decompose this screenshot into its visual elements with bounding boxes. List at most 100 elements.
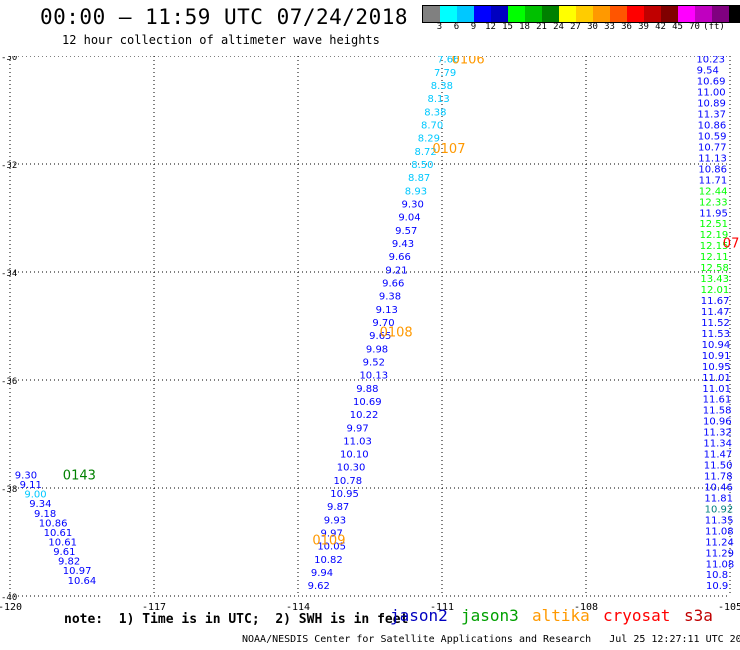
color-scale-label: 70	[689, 22, 700, 32]
legend-entry-jason3: jason3	[461, 606, 519, 625]
wave-height-value: 9.97	[321, 529, 343, 540]
wave-height-value: 9.43	[392, 239, 414, 250]
wave-height-value: 11.01	[702, 384, 731, 395]
wave-height-value: 11.03	[343, 436, 372, 447]
wave-height-value: 8.50	[411, 160, 433, 171]
legend-entry-s3a: s3a	[684, 606, 713, 625]
color-swatch	[661, 6, 678, 22]
color-scale-bar	[422, 5, 740, 23]
wave-height-value: 9.65	[369, 331, 391, 342]
wave-height-value: 10.77	[698, 142, 727, 153]
map-title: 00:00 – 11:59 UTC 07/24/2018	[40, 5, 409, 29]
wave-height-value: 10.9	[706, 581, 728, 592]
color-scale-label: 33	[604, 22, 615, 32]
wave-height-value: 12.33	[699, 197, 728, 208]
lon-tick-label: -117	[142, 602, 166, 613]
color-scale-label: 12	[485, 22, 496, 32]
wave-height-value: 7.79	[434, 68, 456, 79]
wave-height-value: 11.08	[706, 559, 735, 570]
wave-height-value: 10.22	[350, 410, 379, 421]
lon-tick-label: -108	[574, 602, 598, 613]
color-swatch	[644, 6, 661, 22]
wave-height-value: 9.66	[382, 278, 404, 289]
wave-height-value: 9.62	[308, 581, 330, 592]
credit-line: NOAA/NESDIS Center for Satellite Applica…	[242, 634, 740, 645]
wave-height-value: 10.92	[705, 504, 734, 515]
wave-height-value: 9.93	[324, 515, 346, 526]
color-swatch	[712, 6, 729, 22]
wave-height-value: 11.00	[697, 88, 726, 99]
wave-height-value: 9.54	[697, 66, 719, 77]
color-scale-label: 3	[436, 22, 443, 32]
color-scale-label: 27	[570, 22, 581, 32]
wave-height-value: 10.86	[698, 164, 727, 175]
color-swatch	[440, 6, 457, 22]
wave-height-value: 11.35	[705, 515, 734, 526]
wave-height-value: 10.69	[697, 77, 726, 88]
map-subtitle: 12 hour collection of altimeter wave hei…	[62, 33, 380, 47]
wave-height-value: 10.10	[340, 450, 369, 461]
wave-height-value: 10.13	[359, 371, 388, 382]
lon-tick-label: -111	[430, 602, 454, 613]
wave-height-value: 11.50	[704, 461, 733, 472]
wave-height-value: 9.98	[366, 344, 388, 355]
wave-height-value: 9.97	[346, 423, 368, 434]
lat-tick-label: -32	[1, 161, 17, 171]
wave-height-value: 9.30	[15, 471, 37, 482]
wave-height-value: 8.38	[431, 81, 453, 92]
footer-note: note: 1) Time is in UTC; 2) SWH is in fe…	[64, 612, 409, 627]
wave-height-value: 11.81	[704, 493, 733, 504]
color-swatch	[423, 6, 440, 22]
wave-height-value: 12.51	[699, 219, 728, 230]
color-swatch	[627, 6, 644, 22]
color-scale-label: 30	[587, 22, 598, 32]
wave-height-value: 10.05	[317, 542, 346, 553]
wave-height-value: 9.94	[311, 568, 333, 579]
wave-height-value: 10.61	[44, 528, 73, 539]
wave-height-value: 10.61	[48, 538, 77, 549]
wave-height-value: 12.58	[700, 263, 729, 274]
wave-height-value: 10.64	[68, 576, 97, 587]
wave-height-value: 11.71	[699, 175, 728, 186]
color-scale-label: 24	[553, 22, 564, 32]
color-swatch	[593, 6, 610, 22]
color-swatch	[610, 6, 627, 22]
wave-height-value: 11.08	[705, 526, 734, 537]
wave-height-map: -120 -117 -114 -111 -108 -105 -30 -32 -34 -36 -38 -…	[0, 56, 740, 613]
wave-height-value: 9.57	[395, 226, 417, 237]
legend-entry-altika: altika	[532, 606, 590, 625]
wave-height-value: 11.47	[704, 450, 733, 461]
wave-height-value: 9.11	[20, 480, 42, 491]
wave-height-value: 8.87	[408, 173, 430, 184]
legend-entry-jason2: jason2	[390, 606, 448, 625]
wave-height-value: 10.82	[314, 555, 343, 566]
wave-height-value: 11.52	[701, 318, 730, 329]
wave-height-value: 11.32	[703, 428, 732, 439]
color-scale-label: 6	[453, 22, 460, 32]
wave-height-value: 8.93	[405, 186, 427, 197]
wave-height-value: 10.59	[698, 131, 727, 142]
lat-tick-label: -34	[1, 269, 17, 279]
color-swatch	[491, 6, 508, 22]
wave-height-value: 10.8	[706, 570, 728, 581]
wave-height-value: 8.13	[427, 94, 449, 105]
wave-height-value: 9.21	[385, 265, 407, 276]
wave-height-value: 9.38	[379, 292, 401, 303]
pass-label: 0143	[63, 469, 96, 484]
wave-height-value: 9.88	[356, 384, 378, 395]
wave-height-value: 12.11	[700, 252, 729, 263]
wave-height-value: 11.24	[705, 537, 734, 548]
pass-label: 070	[723, 236, 740, 251]
color-swatch	[474, 6, 491, 22]
color-scale-label: 21	[536, 22, 547, 32]
wave-height-value: 10.30	[337, 463, 366, 474]
wave-height-value: 8.38	[424, 107, 446, 118]
color-swatch	[559, 6, 576, 22]
wave-height-value: 9.00	[24, 490, 46, 501]
wave-height-value: 10.46	[704, 482, 733, 493]
wave-height-value: 12.01	[701, 285, 730, 296]
color-scale-label: (ft)	[703, 22, 725, 32]
legend-entry-cryosat: cryosat	[603, 606, 671, 625]
color-scale-label: 42	[655, 22, 666, 32]
color-swatch	[457, 6, 474, 22]
